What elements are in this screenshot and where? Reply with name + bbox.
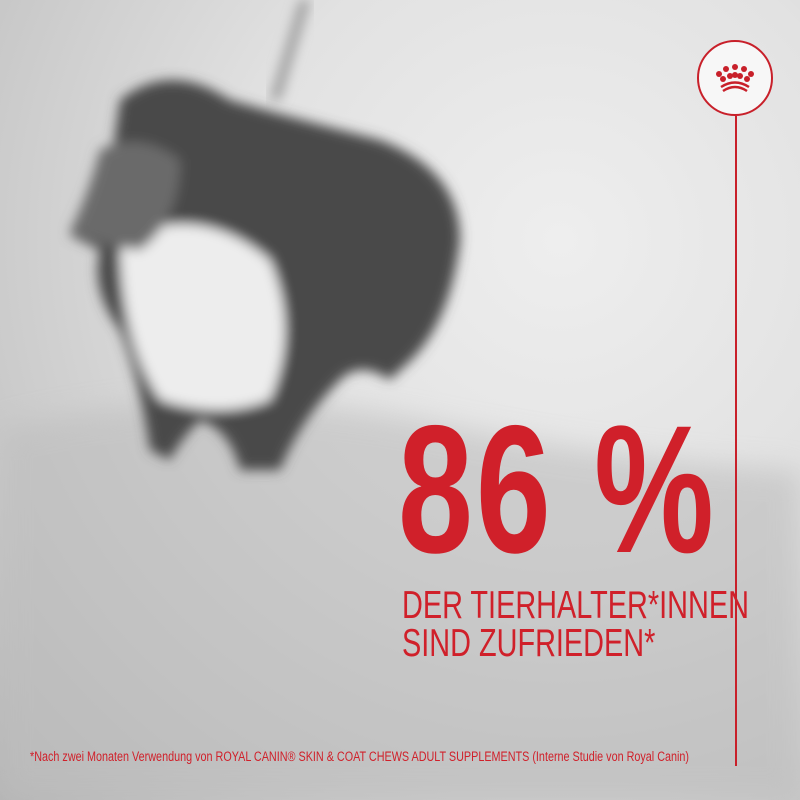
royal-canin-logo	[697, 40, 773, 116]
footnote: *Nach zwei Monaten Verwendung von ROYAL …	[30, 749, 690, 764]
dog-silhouette	[70, 80, 460, 470]
crown-icon	[716, 64, 754, 93]
divider-line	[735, 116, 737, 766]
headline-line-1: DER TIERHALTER*INNEN	[402, 584, 749, 627]
headline-stat: 86 %	[398, 387, 717, 591]
headline-line-2: SIND ZUFRIEDEN*	[402, 622, 656, 665]
